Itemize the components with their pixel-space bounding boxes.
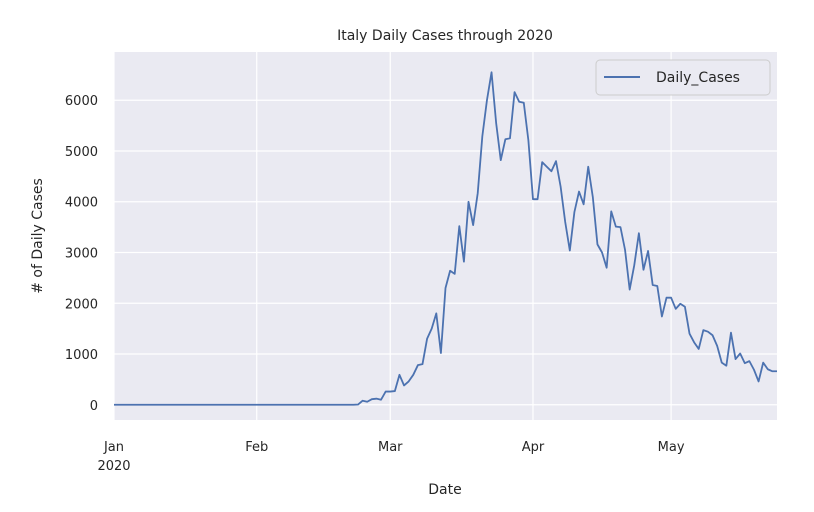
x-tick-label: Apr xyxy=(522,440,545,455)
series-line-daily-cases xyxy=(114,71,777,406)
legend-box xyxy=(595,59,771,96)
x-tick-label: Feb xyxy=(245,440,268,455)
x-tick-sublabel: 2020 xyxy=(97,459,130,474)
x-axis-label: Date xyxy=(428,482,461,498)
x-tick-label: Mar xyxy=(378,440,403,455)
x-tick-labels: Jan 2020 Feb Mar Apr May xyxy=(97,440,684,474)
legend-label: Daily_Cases xyxy=(656,70,740,86)
y-tick-label: 3000 xyxy=(65,246,98,261)
plot-area xyxy=(114,52,777,420)
y-tick-label: 1000 xyxy=(65,348,98,363)
x-tick-label: Jan xyxy=(103,440,124,455)
y-tick-label: 2000 xyxy=(65,297,98,312)
x-tick-label: May xyxy=(658,440,685,455)
y-axis-label: # of Daily Cases xyxy=(30,178,46,294)
legend: Daily_Cases xyxy=(595,59,771,96)
y-tick-label: 0 xyxy=(90,399,98,414)
y-tick-labels: 0 1000 2000 3000 4000 5000 6000 xyxy=(65,94,98,414)
y-tick-label: 6000 xyxy=(65,94,98,109)
y-tick-label: 4000 xyxy=(65,196,98,211)
y-tick-label: 5000 xyxy=(65,145,98,160)
x-gridlines xyxy=(113,52,672,420)
chart-title: Italy Daily Cases through 2020 xyxy=(337,28,553,44)
series-layer xyxy=(114,71,777,406)
